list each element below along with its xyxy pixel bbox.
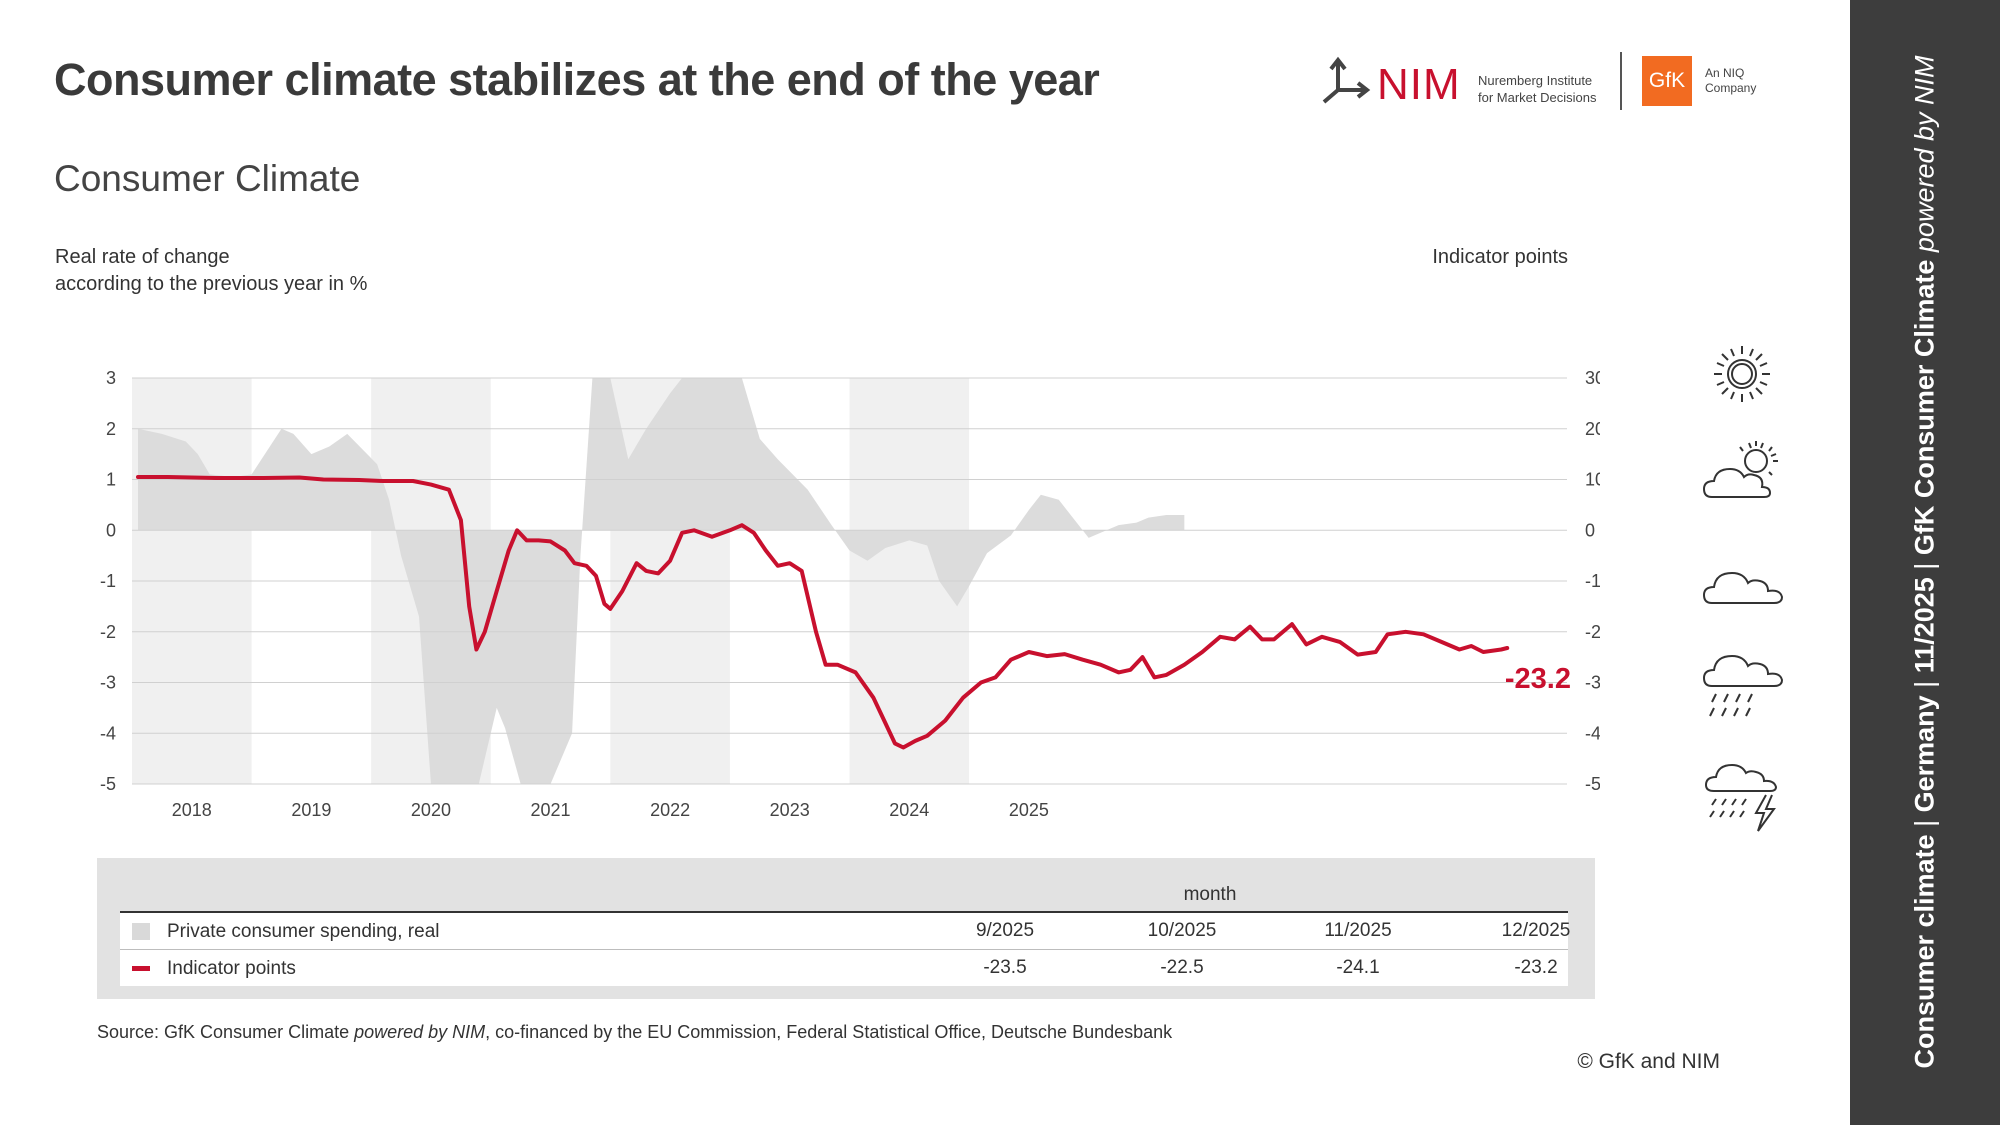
sidebar-part3: 11/2025 <box>1909 577 1940 674</box>
x-tick-label: 2022 <box>650 800 690 820</box>
chart-subtitle: Consumer Climate <box>54 158 361 199</box>
indicator-swatch <box>132 966 150 971</box>
month-header: month <box>1183 884 1237 905</box>
right-tick-label: -30 <box>1585 673 1600 693</box>
consumer-climate-chart: 3 30 2 20 1 10 0 0 -1 -10 -2 -20 -3 -30 -4 -40 -5 -50 2018… <box>100 368 1600 820</box>
indicator-line <box>136 475 1510 750</box>
sidebar-part4: GfK Consumer Climate <box>1909 259 1940 556</box>
left-tick-label: -4 <box>100 723 116 743</box>
left-tick-label: 3 <box>106 368 116 388</box>
value-10-2025: -22.5 <box>1160 957 1204 978</box>
legend-row-spending: Private consumer spending, real 9/2025 1… <box>120 913 1570 949</box>
nim-wordmark: NIM <box>1377 60 1461 109</box>
nim-subtitle-line2: for Market Decisions <box>1478 90 1597 105</box>
left-axis-title-line1: Real rate of change <box>55 246 230 268</box>
right-axis-title: Indicator points <box>1432 246 1568 268</box>
latest-value-label: -23.2 <box>1505 663 1571 695</box>
spending-label: Private consumer spending, real <box>167 921 440 942</box>
x-tick-label: 2023 <box>770 800 810 820</box>
legend-row-indicator: Indicator points -23.5 -22.5 -24.1 -23.2 <box>120 949 1568 986</box>
left-tick-label: -3 <box>100 673 116 693</box>
right-tick-label: 30 <box>1585 368 1600 388</box>
nim-subtitle-line1: Nuremberg Institute <box>1478 73 1593 88</box>
x-tick-label: 2024 <box>889 800 929 820</box>
source-suffix: , co-financed by the EU Commission, Fede… <box>485 1022 1173 1042</box>
value-12-2025: -23.2 <box>1514 957 1558 978</box>
spending-area <box>137 378 1185 784</box>
logo-divider <box>1620 52 1622 110</box>
left-tick-label: -2 <box>100 622 116 642</box>
spending-swatch <box>132 923 150 940</box>
left-axis-title-line2: according to the previous year in % <box>55 273 368 295</box>
source-note: Source: GfK Consumer Climate powered by … <box>97 1022 1172 1043</box>
source-prefix: Source: GfK Consumer Climate <box>97 1022 355 1042</box>
month-9-2025: 9/2025 <box>975 920 1035 941</box>
month-12-2025: 12/2025 <box>1501 920 1571 941</box>
gfk-subtitle: An NIQ Company <box>1705 66 1756 96</box>
cloud-icon <box>1702 571 1784 604</box>
x-tick-label: 2019 <box>291 800 331 820</box>
sun-cloud-icon <box>1702 441 1778 498</box>
source-powered-by: powered by NIM <box>354 1022 486 1042</box>
rain-cloud-icon <box>1702 654 1784 717</box>
right-tick-label: 0 <box>1585 520 1595 540</box>
left-tick-label: -5 <box>100 774 116 794</box>
x-tick-label: 2025 <box>1009 800 1049 820</box>
nim-arrow-icon <box>1322 56 1371 104</box>
copyright: © GfK and NIM <box>1577 1050 1720 1073</box>
value-11-2025: -24.1 <box>1336 957 1380 978</box>
nim-subtitle: Nuremberg Institute for Market Decisions <box>1478 72 1596 106</box>
legend-table: Private consumer spending, real 9/2025 1… <box>120 911 1570 986</box>
gfk-logo: GfK <box>1642 56 1692 106</box>
sidebar-part2: Germany <box>1909 695 1940 813</box>
x-tick-label: 2020 <box>411 800 451 820</box>
storm-cloud-icon <box>1704 763 1778 832</box>
x-tick-label: 2018 <box>172 800 212 820</box>
sidebar: Consumer climate | Germany | 11/2025 | G… <box>1850 0 2000 1125</box>
gfk-subtitle-line2: Company <box>1705 81 1757 95</box>
right-tick-label: -10 <box>1585 571 1600 591</box>
indicator-label: Indicator points <box>167 958 296 979</box>
sun-icon <box>1714 346 1770 402</box>
sidebar-part5: powered by NIM <box>1909 55 1940 253</box>
left-tick-label: 0 <box>106 520 116 540</box>
right-tick-label: -20 <box>1585 622 1600 642</box>
left-tick-label: 1 <box>106 470 116 490</box>
month-11-2025: 11/2025 <box>1324 920 1392 941</box>
month-10-2025: 10/2025 <box>1147 920 1217 941</box>
value-9-2025: -23.5 <box>983 957 1027 978</box>
x-tick-label: 2021 <box>531 800 571 820</box>
sidebar-caption: Consumer climate | Germany | 11/2025 | G… <box>1909 55 1940 1069</box>
page-title: Consumer climate stabilizes at the end o… <box>54 54 1100 105</box>
left-axis-title: Real rate of change according to the pre… <box>55 244 367 298</box>
left-tick-label: -1 <box>100 571 116 591</box>
gfk-subtitle-line1: An NIQ <box>1705 66 1745 80</box>
right-tick-label: -40 <box>1585 723 1600 743</box>
sidebar-part1: Consumer climate <box>1909 834 1940 1069</box>
left-tick-label: 2 <box>106 419 116 439</box>
right-tick-label: -50 <box>1585 774 1600 794</box>
right-tick-label: 10 <box>1585 470 1600 490</box>
right-tick-label: 20 <box>1585 419 1600 439</box>
